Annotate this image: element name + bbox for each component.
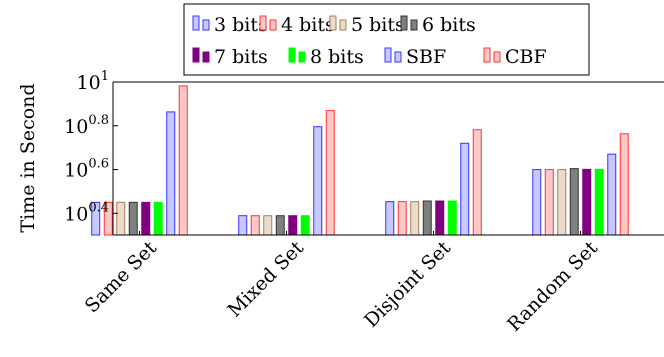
bar-sbf-mixed-set [313, 126, 323, 236]
legend-label: 4 bits [281, 14, 335, 36]
legend-swatch [400, 15, 408, 31]
plot-area [91, 81, 664, 236]
legend-item-cbf: CBF [483, 46, 547, 68]
bar-cbf-disjoint-set [472, 129, 482, 236]
legend-label: 7 bits [214, 46, 268, 68]
bar-3-bits-disjoint-set [385, 201, 395, 236]
legend-item-4-bits: 4 bits [259, 14, 335, 36]
bar-8-bits-random-set [594, 168, 604, 236]
bar-5-bits-disjoint-set [410, 201, 420, 236]
x-axis: Same Set Mixed Set Disjoint Set Random Set [81, 231, 664, 336]
legend-swatch [202, 51, 210, 63]
legend-box [183, 3, 590, 76]
legend-item-6-bits: 6 bits [400, 14, 476, 36]
bar-3-bits-random-set [532, 169, 542, 236]
legend: 3 bits 4 bits 5 bits 6 bits 7 bits 8 bits SBF C… [183, 3, 590, 76]
bar-4-bits-mixed-set [250, 215, 260, 236]
bar-4-bits-disjoint-set [397, 201, 407, 236]
bar-3-bits-mixed-set [238, 215, 248, 236]
legend-label: CBF [505, 46, 547, 68]
bar-5-bits-random-set [557, 169, 567, 236]
legend-item-7-bits: 7 bits [192, 46, 268, 68]
legend-item-sbf: SBF [384, 46, 446, 68]
bar-5-bits-mixed-set [263, 215, 273, 236]
y-axis: 100.4 100.6 100.8 101 [64, 69, 118, 235]
legend-swatch [288, 47, 296, 63]
legend-label: 6 bits [422, 14, 476, 36]
bar-4-bits-same-set [103, 201, 113, 236]
y-tick-label: 100.4 [64, 200, 109, 225]
legend-swatch [192, 15, 200, 31]
bar-6-bits-random-set [569, 168, 579, 236]
bar-8-bits-same-set [153, 201, 163, 236]
legend-swatch [410, 19, 418, 31]
x-category-label: Mixed Set [223, 237, 308, 322]
legend-swatch [339, 19, 347, 31]
bar-7-bits-random-set [582, 168, 592, 236]
bar-8-bits-mixed-set [300, 215, 310, 236]
legend-swatch [269, 19, 277, 31]
legend-swatch [259, 15, 267, 31]
bar-7-bits-mixed-set [288, 215, 298, 236]
legend-item-3-bits: 3 bits [192, 14, 268, 36]
legend-item-5-bits: 5 bits [329, 14, 405, 36]
y-tick-label: 101 [77, 69, 109, 94]
legend-label: 3 bits [214, 14, 268, 36]
x-category-label: Random Set [503, 237, 602, 336]
y-tick-label: 100.8 [64, 113, 109, 138]
legend-swatch [493, 51, 501, 63]
x-category-label: Disjoint Set [360, 237, 455, 332]
legend-swatch [384, 47, 392, 63]
bar-6-bits-same-set [128, 201, 138, 236]
legend-swatch [298, 51, 306, 63]
legend-swatch [202, 19, 210, 31]
legend-swatch [329, 15, 337, 31]
bar-7-bits-same-set [141, 201, 151, 236]
bar-sbf-same-set [166, 111, 176, 236]
legend-label: SBF [406, 46, 446, 68]
legend-label: 5 bits [351, 14, 405, 36]
bar-6-bits-mixed-set [275, 215, 285, 236]
bar-3-bits-same-set [91, 201, 101, 236]
bar-4-bits-random-set [544, 169, 554, 236]
bar-6-bits-disjoint-set [422, 200, 432, 236]
legend-label: 8 bits [310, 46, 364, 68]
bar-5-bits-same-set [116, 201, 126, 236]
bar-cbf-mixed-set [325, 110, 335, 236]
x-category-label: Same Set [81, 237, 162, 318]
bar-cbf-random-set [619, 133, 629, 236]
bar-sbf-disjoint-set [460, 142, 470, 236]
bar-7-bits-disjoint-set [435, 200, 445, 236]
bar-cbf-same-set [178, 85, 188, 236]
legend-swatch [483, 47, 491, 63]
legend-swatch [394, 51, 402, 63]
y-tick-label: 100.6 [64, 157, 109, 182]
legend-swatch [192, 47, 200, 63]
bar-8-bits-disjoint-set [447, 200, 457, 236]
bar-sbf-random-set [607, 153, 617, 236]
y-axis-label: Time in Second [17, 83, 39, 232]
legend-item-8-bits: 8 bits [288, 46, 364, 68]
